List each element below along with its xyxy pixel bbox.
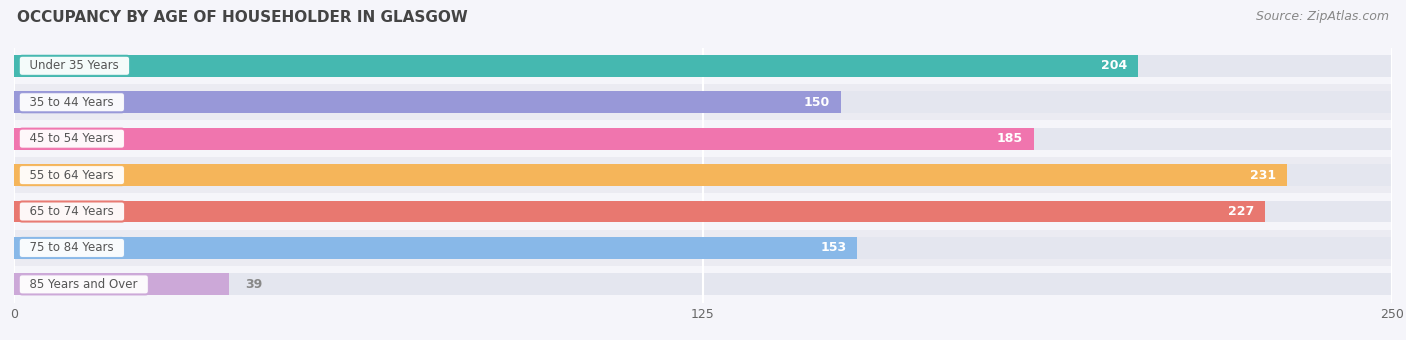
Text: 85 Years and Over: 85 Years and Over xyxy=(22,278,145,291)
Text: 39: 39 xyxy=(246,278,263,291)
Bar xyxy=(14,120,1392,157)
Text: 55 to 64 Years: 55 to 64 Years xyxy=(22,169,121,182)
Text: 153: 153 xyxy=(820,241,846,254)
Bar xyxy=(14,201,1392,222)
Text: 150: 150 xyxy=(803,96,830,109)
Text: 185: 185 xyxy=(997,132,1022,145)
Bar xyxy=(14,55,1392,77)
Text: 45 to 54 Years: 45 to 54 Years xyxy=(22,132,121,145)
Bar xyxy=(14,237,858,259)
Bar xyxy=(14,55,1139,77)
Bar xyxy=(14,157,1392,193)
Text: 75 to 84 Years: 75 to 84 Years xyxy=(22,241,121,254)
Text: OCCUPANCY BY AGE OF HOUSEHOLDER IN GLASGOW: OCCUPANCY BY AGE OF HOUSEHOLDER IN GLASG… xyxy=(17,10,468,25)
Bar xyxy=(14,48,1392,84)
Bar xyxy=(14,266,1392,303)
Bar xyxy=(14,193,1392,230)
Text: 204: 204 xyxy=(1101,59,1128,72)
Bar xyxy=(14,237,1392,259)
Bar xyxy=(14,230,1392,266)
Bar xyxy=(14,164,1288,186)
Bar xyxy=(14,91,1392,113)
Bar xyxy=(14,84,1392,120)
Bar xyxy=(14,273,229,295)
Bar xyxy=(14,201,1265,222)
Text: 35 to 44 Years: 35 to 44 Years xyxy=(22,96,121,109)
Text: Under 35 Years: Under 35 Years xyxy=(22,59,127,72)
Bar xyxy=(14,91,841,113)
Text: Source: ZipAtlas.com: Source: ZipAtlas.com xyxy=(1256,10,1389,23)
Bar xyxy=(14,164,1392,186)
Bar xyxy=(14,128,1392,150)
Text: 231: 231 xyxy=(1250,169,1277,182)
Text: 65 to 74 Years: 65 to 74 Years xyxy=(22,205,121,218)
Text: 227: 227 xyxy=(1227,205,1254,218)
Bar xyxy=(14,273,1392,295)
Bar xyxy=(14,128,1033,150)
